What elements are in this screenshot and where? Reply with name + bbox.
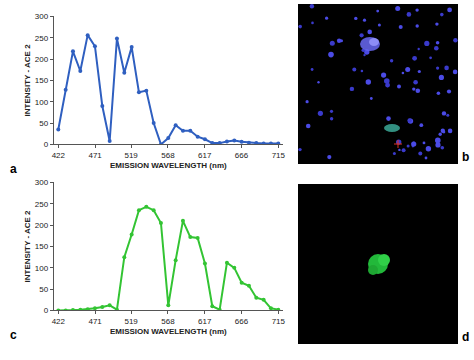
svg-text:c: c <box>10 328 17 342</box>
svg-text:EMISSION WAVELENGTH (nm): EMISSION WAVELENGTH (nm) <box>110 161 227 170</box>
svg-text:0: 0 <box>44 306 49 315</box>
svg-text:617: 617 <box>198 317 212 326</box>
svg-text:471: 471 <box>88 317 102 326</box>
svg-text:300: 300 <box>35 178 49 187</box>
svg-text:300: 300 <box>35 12 49 21</box>
svg-text:100: 100 <box>35 264 49 273</box>
svg-text:471: 471 <box>88 151 102 160</box>
svg-text:INTENSITY - ACE 2: INTENSITY - ACE 2 <box>23 210 32 283</box>
svg-text:568: 568 <box>161 317 175 326</box>
svg-text:150: 150 <box>35 242 49 251</box>
svg-text:200: 200 <box>35 55 49 64</box>
svg-text:a: a <box>10 162 17 176</box>
svg-text:715: 715 <box>272 317 286 326</box>
svg-text:422: 422 <box>52 151 66 160</box>
html-text:d: d <box>462 330 470 344</box>
svg-text:519: 519 <box>124 151 138 160</box>
svg-text:666: 666 <box>235 317 249 326</box>
svg-text:250: 250 <box>35 34 49 43</box>
svg-text:100: 100 <box>35 98 49 107</box>
svg-text:617: 617 <box>198 151 212 160</box>
svg-text:50: 50 <box>39 285 48 294</box>
svg-text:422: 422 <box>52 317 66 326</box>
svg-text:0: 0 <box>44 140 49 149</box>
svg-text:INTENSITY - ACE 2: INTENSITY - ACE 2 <box>23 44 32 117</box>
svg-text:666: 666 <box>235 151 249 160</box>
svg-text:EMISSION WAVELENGTH (nm): EMISSION WAVELENGTH (nm) <box>110 327 227 336</box>
svg-text:200: 200 <box>35 221 49 230</box>
svg-text:519: 519 <box>124 317 138 326</box>
html-text:b: b <box>462 150 470 164</box>
svg-text:150: 150 <box>35 76 49 85</box>
svg-text:568: 568 <box>161 151 175 160</box>
svg-text:715: 715 <box>272 151 286 160</box>
svg-text:250: 250 <box>35 200 49 209</box>
svg-text:50: 50 <box>39 119 48 128</box>
